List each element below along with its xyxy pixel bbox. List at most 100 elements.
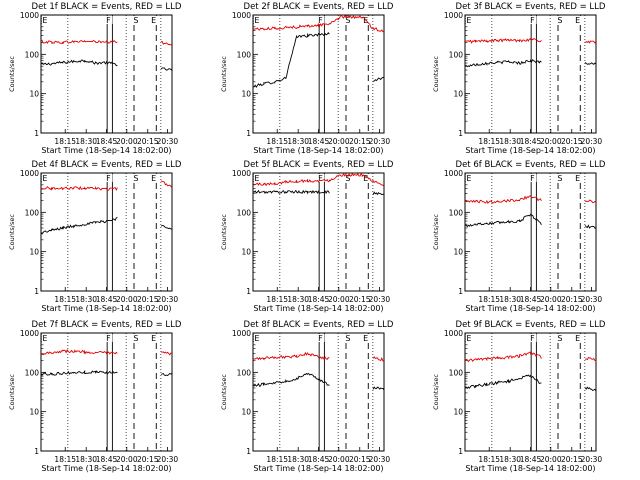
segment-label-e: E	[466, 334, 471, 343]
x-tick-label: 18:45	[308, 455, 330, 464]
detector-panel-7: Det 7f BLACK = Events, RED = LLD 1 10 100 10…	[8, 320, 182, 473]
events-series-line	[160, 225, 172, 230]
lld-series-line	[41, 185, 118, 191]
segment-label-s: S	[557, 174, 562, 183]
detector-panel-6: Det 6f BLACK = Events, RED = LLD 1 10 100 10…	[432, 160, 606, 313]
segment-label-bg	[253, 174, 261, 182]
x-tick-label: 18:45	[308, 295, 330, 304]
y-tick-label: 1000	[20, 329, 39, 338]
y-axis-title: Counts/sec	[220, 56, 228, 92]
segment-label-bg	[465, 174, 473, 182]
segment-label-bg	[362, 174, 370, 182]
plot-frame	[464, 332, 597, 452]
segment-label-bg	[344, 334, 352, 342]
lld-series-line	[253, 173, 384, 187]
y-tick-label: 100	[449, 50, 464, 59]
events-series-line	[41, 217, 118, 235]
plot-frame	[40, 332, 173, 452]
segment-label-e: E	[42, 334, 47, 343]
x-tick-label: 18:15	[54, 137, 76, 146]
y-tick-label: 1000	[444, 169, 463, 178]
segment-label-e: E	[575, 174, 580, 183]
x-axis-title: Start Time (18-Sep-14 18:02:00)	[253, 304, 383, 313]
segment-label-f: F	[530, 334, 535, 343]
y-axis-title: Counts/sec	[8, 214, 16, 250]
segment-label-bg	[253, 334, 261, 342]
lld-series-line	[465, 195, 542, 205]
x-axis-title: Start Time (18-Sep-14 18:02:00)	[465, 304, 595, 313]
segment-label-bg	[465, 16, 473, 24]
lld-series-line	[41, 39, 118, 45]
segment-label-bg	[317, 334, 325, 342]
y-tick-label: 1	[34, 129, 39, 138]
lld-series-line	[465, 38, 542, 44]
y-tick-label: 10	[453, 90, 463, 99]
events-series-line	[584, 224, 596, 229]
x-axis-title: Start Time (18-Sep-14 18:02:00)	[41, 464, 171, 473]
segment-label-e: E	[151, 174, 156, 183]
y-tick-label: 1	[458, 129, 463, 138]
x-tick-label: 18:30	[499, 295, 521, 304]
events-series-line	[41, 59, 118, 67]
events-series-line	[253, 372, 330, 387]
x-tick-label: 18:30	[287, 455, 309, 464]
events-series-line	[373, 76, 384, 82]
segment-label-bg	[344, 16, 352, 24]
segment-label-e: E	[151, 16, 156, 25]
detector-panel-4: Det 4f BLACK = Events, RED = LLD 1 10 100 10…	[8, 160, 182, 313]
lld-series-line	[584, 356, 596, 362]
x-tick-label: 20:30	[581, 295, 603, 304]
segment-label-s: S	[345, 334, 350, 343]
x-tick-label: 20:30	[157, 455, 179, 464]
x-tick-label: 20:15	[561, 455, 583, 464]
events-series-line	[584, 61, 596, 65]
lld-series-line	[41, 348, 118, 356]
segment-label-bg	[529, 174, 537, 182]
segment-label-bg	[344, 174, 352, 182]
segment-label-bg	[529, 16, 537, 24]
segment-label-bg	[574, 16, 582, 24]
x-tick-label: 18:15	[54, 455, 76, 464]
segment-label-bg	[132, 16, 140, 24]
y-axis-title: Counts/sec	[432, 56, 440, 92]
events-series-line	[465, 213, 542, 228]
x-tick-label: 20:30	[581, 455, 603, 464]
x-tick-label: 20:15	[561, 295, 583, 304]
segment-label-f: F	[106, 334, 111, 343]
x-tick-label: 18:45	[96, 455, 118, 464]
y-tick-label: 100	[237, 50, 252, 59]
lld-series-line	[253, 351, 330, 361]
segment-label-bg	[41, 16, 49, 24]
x-tick-label: 18:15	[478, 455, 500, 464]
y-tick-label: 10	[241, 408, 251, 417]
segment-label-bg	[41, 174, 49, 182]
x-tick-label: 18:30	[499, 137, 521, 146]
x-axis-title: Start Time (18-Sep-14 18:02:00)	[41, 146, 171, 155]
y-tick-label: 1000	[232, 11, 251, 20]
y-tick-label: 1000	[232, 169, 251, 178]
x-tick-label: 20:00	[540, 295, 562, 304]
y-axis-title: Counts/sec	[8, 56, 16, 92]
x-tick-label: 20:00	[328, 295, 350, 304]
segment-label-e: E	[363, 174, 368, 183]
segment-label-f: F	[106, 16, 111, 25]
lld-series-line	[372, 356, 384, 362]
events-series-line	[160, 372, 172, 377]
x-tick-label: 20:00	[328, 137, 350, 146]
y-tick-label: 1	[458, 447, 463, 456]
x-tick-label: 20:15	[137, 455, 159, 464]
y-tick-label: 1000	[20, 11, 39, 20]
segment-label-e: E	[575, 334, 580, 343]
lld-series-line	[465, 351, 542, 363]
detector-panel-9: Det 9f BLACK = Events, RED = LLD 1 10 100 10…	[432, 320, 606, 473]
x-tick-label: 20:15	[137, 295, 159, 304]
panel-title: Det 5f BLACK = Events, RED = LLD	[244, 160, 394, 170]
y-tick-label: 1000	[20, 169, 39, 178]
lld-series-line	[160, 351, 172, 356]
y-tick-label: 10	[453, 408, 463, 417]
x-tick-label: 20:00	[328, 455, 350, 464]
x-tick-label: 20:15	[561, 137, 583, 146]
segment-label-bg	[150, 16, 158, 24]
plot-frame	[252, 14, 385, 134]
y-tick-label: 1	[458, 287, 463, 296]
